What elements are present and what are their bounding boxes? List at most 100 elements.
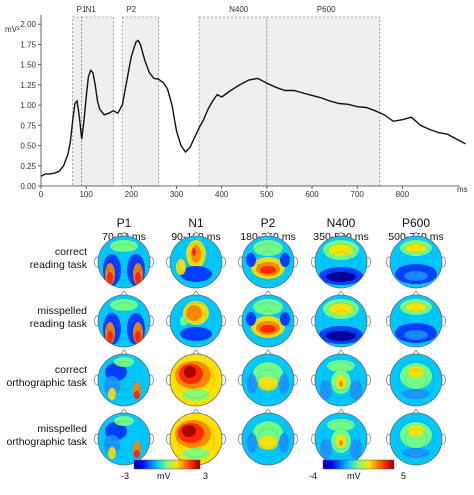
x-tick-label: 600 (305, 190, 319, 199)
scalp-map-region (258, 436, 278, 450)
column-header-name: N1 (188, 216, 204, 230)
head-outline (169, 353, 223, 407)
scalp-contour (330, 251, 352, 273)
scalp-map-region (192, 248, 196, 256)
row-label-line2: reading task (30, 318, 88, 330)
scalp-map-region (408, 366, 424, 378)
scalp-contour (397, 302, 435, 340)
scalp-map-region (135, 331, 141, 343)
scalp-contour (185, 428, 207, 450)
y-tick-label: 1.00 (20, 101, 36, 110)
x-tick-label: 300 (170, 190, 184, 199)
time-window-label: P2 (126, 5, 136, 14)
row-label-line2: orthographic task (6, 377, 87, 389)
time-window-label: N1 (86, 5, 97, 14)
head-outline (314, 353, 368, 407)
scalp-map (94, 349, 154, 407)
scalp-map (94, 408, 154, 466)
colorbar-left (133, 459, 201, 470)
colorbar-right-min: -4 (309, 471, 317, 481)
scalp-contour (257, 428, 279, 450)
time-window-label: N400 (229, 5, 249, 14)
scalp-map (94, 231, 154, 289)
scalp-map-region (135, 272, 141, 284)
scalp-map-region (253, 299, 283, 315)
scalp-contour (185, 369, 207, 391)
time-window-label: P1 (77, 5, 87, 14)
scalp-map-region (408, 425, 424, 437)
scalp-map-region (110, 240, 138, 252)
scalp-map (386, 231, 446, 289)
axes (40, 15, 460, 187)
scalp-map (238, 408, 298, 466)
column-header-name: N400 (327, 216, 356, 230)
scalp-map-region (246, 253, 256, 267)
scalp-map-region (406, 302, 426, 312)
colorbar-right-unit: mV (347, 471, 361, 481)
scalp-contour (257, 251, 279, 273)
head-outline (241, 353, 295, 407)
scalp-contour (113, 369, 135, 391)
y-tick-label: 0.50 (20, 142, 36, 151)
y-axis-label: mV² (5, 25, 20, 34)
scalp-contour (330, 310, 352, 332)
scalp-contour (113, 428, 135, 450)
x-ticks: 0 100 200 300 400 500 600 700 800 (39, 186, 410, 199)
y-ticks: 0.00 0.25 0.50 0.75 1.00 1.25 1.50 1.75 2.00 (20, 20, 41, 191)
scalp-map-region (280, 312, 290, 326)
scalp-map (311, 408, 371, 466)
scalp-map-region (320, 380, 332, 400)
head-outline (97, 353, 151, 407)
scalp-contour (322, 302, 360, 340)
scalp-map (166, 231, 226, 289)
scalp-contour (113, 310, 135, 332)
y-tick-label: 1.25 (20, 81, 36, 90)
scalp-contour (177, 361, 215, 399)
scalp-contour (249, 302, 287, 340)
x-tick-label: 0 (39, 190, 44, 199)
x-tick-label: 700 (351, 190, 365, 199)
row-label-line1: misspelled (37, 423, 87, 435)
scalp-contour (177, 302, 215, 340)
colorbar-left-unit: mV (157, 471, 171, 481)
scalp-contour (185, 310, 207, 332)
scalp-map-region (180, 266, 212, 282)
scalp-map (311, 290, 371, 348)
column-header-name: P2 (261, 216, 276, 230)
scalp-map-region (280, 253, 290, 267)
scalp-map (311, 231, 371, 289)
scalp-map-region (110, 299, 138, 311)
scalp-map-region (182, 425, 196, 437)
scalp-map-region (258, 377, 278, 391)
scalp-map-region (180, 316, 188, 326)
scalp-map-region (107, 272, 113, 284)
scalp-map (166, 349, 226, 407)
scalp-contour (405, 251, 427, 273)
scalp-map-region (134, 450, 140, 458)
scalp-map-region (114, 357, 134, 367)
scalp-contour (397, 361, 435, 399)
scalp-contour (322, 361, 360, 399)
colorbar-left-min: -3 (121, 471, 129, 481)
scalp-map-region (404, 271, 428, 281)
scalp-map-region (176, 259, 186, 275)
scalp-map-region (327, 360, 355, 372)
scalp-map-region (327, 419, 355, 431)
scalp-map-region (247, 433, 257, 453)
scalp-contour (249, 361, 287, 399)
scalp-contour (177, 243, 215, 281)
scalp-map-region (107, 331, 113, 343)
x-tick-label: 400 (215, 190, 229, 199)
scalp-contour (257, 369, 279, 391)
scalp-map-region (253, 240, 283, 256)
row-label-line2: reading task (30, 259, 88, 271)
row-label-line1: correct (55, 246, 87, 258)
scalp-map (386, 408, 446, 466)
head-outline (241, 294, 295, 348)
condition-labels: correct reading task misspelled reading … (6, 246, 87, 448)
scalp-map (386, 349, 446, 407)
scalp-contour (105, 361, 143, 399)
scalp-map (238, 231, 298, 289)
scalp-map-region (114, 416, 134, 426)
scalp-map-region (339, 381, 343, 387)
